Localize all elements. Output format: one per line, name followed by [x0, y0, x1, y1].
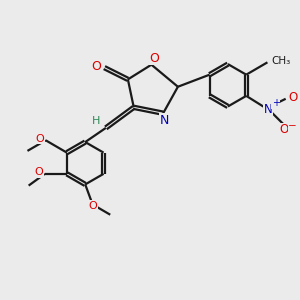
Text: N: N	[264, 103, 272, 116]
Text: CH₃: CH₃	[272, 56, 291, 66]
Text: O: O	[89, 201, 98, 211]
Text: O: O	[279, 123, 288, 136]
Text: N: N	[160, 114, 169, 127]
Text: O: O	[34, 167, 43, 177]
Text: O: O	[35, 134, 44, 144]
Text: H: H	[92, 116, 100, 127]
Text: O: O	[149, 52, 159, 65]
Text: +: +	[272, 98, 280, 108]
Text: O: O	[91, 60, 101, 73]
Text: −: −	[288, 121, 297, 131]
Text: O: O	[289, 91, 298, 104]
